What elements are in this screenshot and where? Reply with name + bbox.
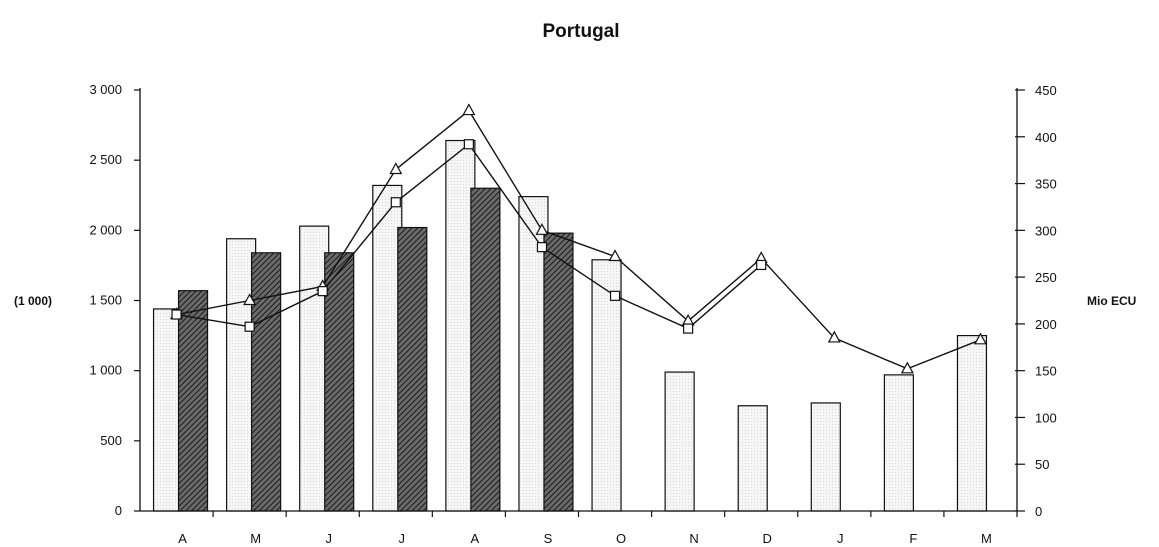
left-axis-label: (1 000) [14, 294, 52, 308]
x-tick-label-11: M [981, 531, 992, 546]
square-marker-2 [317, 286, 328, 297]
bar-light-9 [810, 402, 841, 512]
x-tick-label-10: F [909, 531, 917, 546]
left-tick-label-6: 3 000 [89, 82, 122, 97]
square-marker-5 [536, 242, 548, 253]
bar-hatched-3 [397, 226, 428, 512]
x-tick-label-3: J [399, 531, 406, 546]
square-marker-3 [390, 197, 401, 208]
square-marker-4 [463, 139, 474, 150]
triangle-marker-5 [535, 223, 549, 235]
right-tick-label-2: 100 [1035, 410, 1057, 425]
bar-light-11 [956, 334, 988, 512]
x-tick-label-1: M [250, 531, 261, 546]
triangle-marker-1 [243, 293, 257, 306]
right-tick-label-9: 450 [1035, 83, 1057, 98]
triangle-marker-3 [389, 162, 403, 175]
bar-light-7 [664, 371, 695, 512]
square-marker-0 [171, 309, 182, 320]
left-tick-label-3: 1 500 [89, 293, 122, 308]
x-tick-label-8: D [763, 531, 772, 546]
bars-layer [152, 139, 988, 512]
bar-light-10 [883, 374, 914, 512]
triangle-marker-6 [608, 249, 622, 262]
triangle-marker-10 [900, 361, 914, 374]
lines-layer [170, 103, 987, 374]
square-marker-6 [609, 290, 621, 301]
bar-light-0 [152, 308, 184, 512]
bar-light-8 [737, 405, 768, 512]
chart-title: Portugal [542, 21, 619, 42]
left-tick-label-5: 2 500 [89, 152, 122, 167]
left-tick-label-4: 2 000 [89, 222, 122, 237]
x-tick-label-6: O [616, 531, 626, 546]
x-tick-label-5: S [544, 531, 553, 546]
x-tick-label-0: A [178, 531, 187, 546]
right-tick-label-3: 150 [1035, 364, 1057, 379]
left-tick-label-0: 0 [115, 503, 122, 518]
right-tick-label-1: 50 [1035, 457, 1049, 472]
right-tick-label-8: 400 [1035, 130, 1057, 145]
square-marker-7 [683, 323, 694, 334]
triangle-marker-4 [462, 103, 476, 116]
bar-hatched-2 [324, 252, 355, 512]
x-tick-label-2: J [325, 531, 332, 546]
bar-hatched-4 [470, 187, 501, 512]
right-tick-label-6: 300 [1035, 223, 1057, 238]
right-axis-label: Mio ECU [1087, 294, 1136, 308]
bar-hatched-0 [177, 290, 209, 512]
bar-hatched-1 [251, 252, 282, 512]
left-tick-label-1: 500 [100, 433, 122, 448]
bar-light-1 [226, 238, 257, 512]
left-tick-label-2: 1 000 [89, 363, 122, 378]
axes-layer: 0 500 1 000 1 500 2 000 2 500 3 000 0 50 100 150 20… [89, 82, 1056, 546]
right-tick-label-7: 350 [1035, 177, 1057, 192]
right-tick-label-0: 0 [1035, 504, 1042, 519]
right-tick-label-4: 200 [1035, 317, 1057, 332]
bar-hatched-5 [543, 232, 574, 512]
square-marker-1 [244, 321, 255, 332]
line-series-triangle [176, 109, 981, 370]
x-tick-label-9: J [837, 531, 844, 546]
x-tick-label-7: N [689, 531, 698, 546]
triangle-marker-11 [973, 332, 987, 345]
square-marker-8 [756, 259, 767, 271]
right-tick-label-5: 250 [1035, 270, 1057, 285]
x-tick-label-4: A [471, 531, 480, 546]
triangle-marker-9 [827, 330, 841, 343]
